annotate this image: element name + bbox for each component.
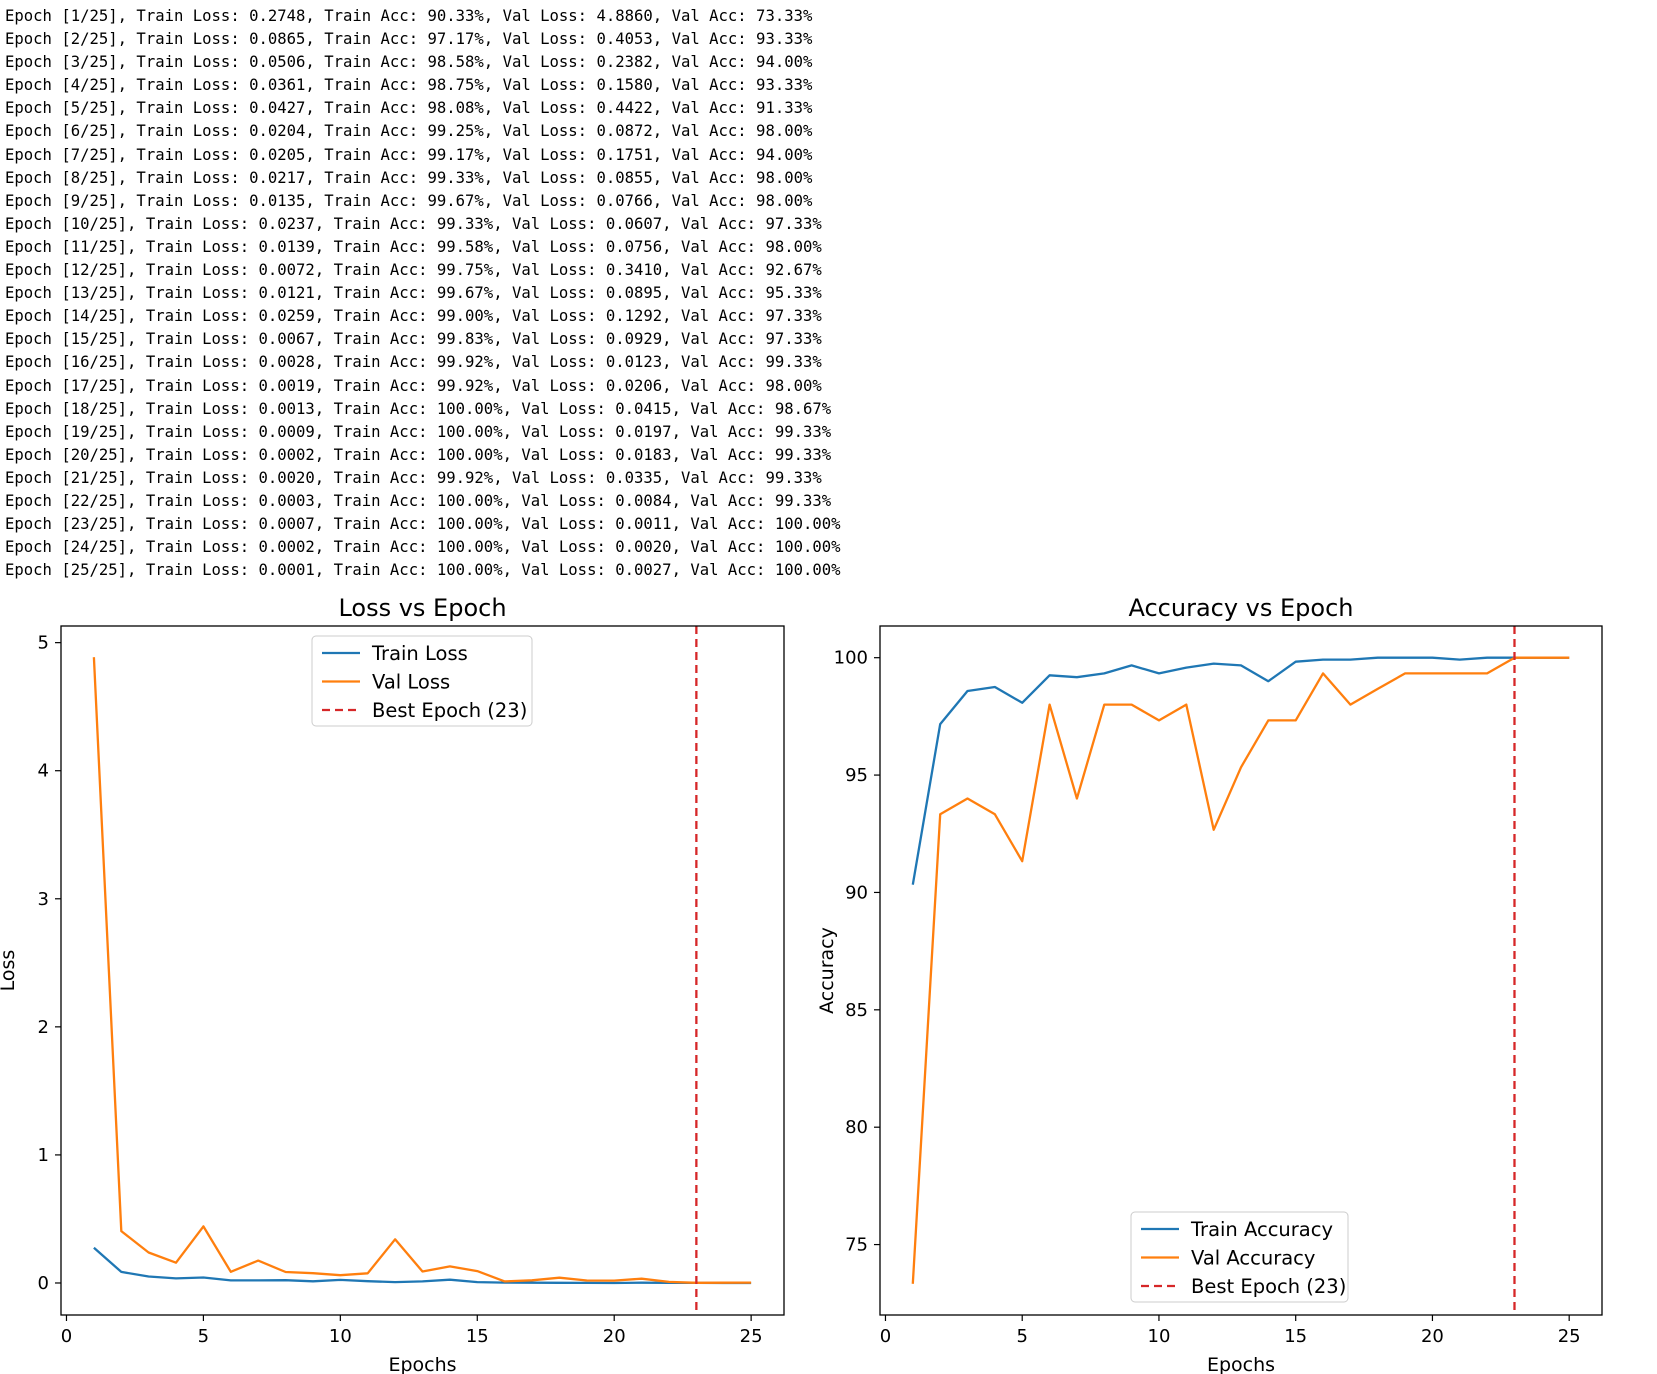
log-line: Epoch [23/25], Train Loss: 0.0007, Train… [5, 515, 841, 534]
series-line-val-accuracy [911, 656, 1570, 1284]
log-line: Epoch [7/25], Train Loss: 0.0205, Train … [5, 145, 813, 164]
log-line: Epoch [10/25], Train Loss: 0.0237, Train… [5, 214, 822, 233]
x-tick-label: 25 [740, 1326, 763, 1347]
log-line: Epoch [21/25], Train Loss: 0.0020, Train… [5, 468, 822, 487]
y-axis-label: Accuracy [816, 927, 838, 1014]
loss-chart: Loss vs Epoch 0 5 10 15 20 25 0 1 2 3 4 5 Epochs Loss T… [0, 594, 785, 1374]
x-axis-label: Epochs [1207, 1354, 1275, 1374]
x-tick-label: 5 [198, 1326, 209, 1347]
log-line: Epoch [16/25], Train Loss: 0.0028, Train… [5, 353, 822, 372]
legend-label: Train Loss [371, 642, 468, 665]
y-tick-label: 75 [845, 1235, 868, 1256]
x-tick-label: 15 [466, 1326, 489, 1347]
acc-chart: Accuracy vs Epoch 0 5 10 15 20 25 75 80 85 90 95 100… [816, 594, 1603, 1374]
log-line: Epoch [11/25], Train Loss: 0.0139, Train… [5, 237, 822, 256]
legend-label: Val Loss [372, 671, 450, 694]
series-line-train-accuracy [911, 656, 1570, 885]
legend-label: Best Epoch (23) [1191, 1275, 1346, 1298]
y-tick-label: 95 [845, 765, 868, 786]
series-line-train-loss [93, 1246, 752, 1285]
log-line: Epoch [1/25], Train Loss: 0.2748, Train … [5, 7, 813, 25]
legend-box [1130, 1211, 1349, 1303]
y-tick-label: 2 [38, 1017, 49, 1038]
log-line: Epoch [5/25], Train Loss: 0.0427, Train … [5, 99, 813, 118]
log-line: Epoch [20/25], Train Loss: 0.0002, Train… [5, 445, 832, 464]
log-line: Epoch [3/25], Train Loss: 0.0506, Train … [5, 53, 813, 72]
x-tick-label: 20 [1421, 1326, 1444, 1347]
log-line: Epoch [2/25], Train Loss: 0.0865, Train … [5, 30, 813, 49]
chart-title: Loss vs Epoch [338, 594, 506, 622]
x-tick-label: 10 [329, 1326, 352, 1347]
y-tick-label: 5 [38, 633, 49, 654]
legend-box [311, 635, 533, 727]
legend-label: Val Accuracy [1191, 1247, 1315, 1270]
log-line: Epoch [12/25], Train Loss: 0.0072, Train… [5, 261, 822, 280]
x-tick-label: 10 [1148, 1326, 1171, 1347]
log-line: Epoch [13/25], Train Loss: 0.0121, Train… [5, 284, 822, 303]
series-line-val-loss [92, 657, 752, 1284]
y-tick-label: 1 [38, 1145, 49, 1166]
x-tick-label: 25 [1558, 1326, 1581, 1347]
legend-label: Train Accuracy [1190, 1218, 1333, 1241]
y-tick-label: 3 [38, 889, 49, 910]
chart-title: Accuracy vs Epoch [1128, 594, 1353, 622]
log-line: Epoch [18/25], Train Loss: 0.0013, Train… [5, 399, 832, 418]
log-line: Epoch [6/25], Train Loss: 0.0204, Train … [5, 122, 813, 141]
x-tick-label: 5 [1016, 1326, 1027, 1347]
y-tick-label: 4 [38, 761, 49, 782]
y-tick-label: 90 [845, 882, 868, 903]
log-line: Epoch [19/25], Train Loss: 0.0009, Train… [5, 422, 832, 441]
x-axis-label: Epochs [388, 1354, 456, 1374]
log-line: Epoch [4/25], Train Loss: 0.0361, Train … [5, 76, 813, 95]
plot-frame [879, 625, 1603, 1316]
x-tick-label: 20 [603, 1326, 626, 1347]
y-tick-label: 0 [38, 1273, 49, 1294]
log-line: Epoch [24/25], Train Loss: 0.0002, Train… [5, 538, 841, 557]
legend: Train Accuracy Val Accuracy Best Epoch (23… [1130, 1211, 1349, 1303]
y-tick-label: 100 [834, 648, 868, 669]
y-tick-label: 80 [845, 1117, 868, 1138]
x-tick-label: 0 [880, 1326, 891, 1347]
y-axis-label: Loss [0, 950, 19, 992]
log-line: Epoch [15/25], Train Loss: 0.0067, Train… [5, 330, 822, 349]
log-line: Epoch [8/25], Train Loss: 0.0217, Train … [5, 168, 813, 187]
legend: Train Loss Val Loss Best Epoch (23) [311, 635, 533, 727]
log-line: Epoch [14/25], Train Loss: 0.0259, Train… [5, 307, 822, 326]
legend-label: Best Epoch (23) [372, 699, 527, 722]
y-tick-label: 85 [845, 1000, 868, 1021]
log-line: Epoch [22/25], Train Loss: 0.0003, Train… [5, 491, 832, 510]
plot-frame [60, 625, 785, 1316]
training-log: Epoch [1/25], Train Loss: 0.2748, Train … [5, 5, 841, 582]
x-tick-label: 15 [1284, 1326, 1307, 1347]
log-line: Epoch [25/25], Train Loss: 0.0001, Train… [5, 561, 841, 580]
x-tick-label: 0 [61, 1326, 72, 1347]
log-line: Epoch [9/25], Train Loss: 0.0135, Train … [5, 191, 813, 210]
log-line: Epoch [17/25], Train Loss: 0.0019, Train… [5, 376, 822, 395]
